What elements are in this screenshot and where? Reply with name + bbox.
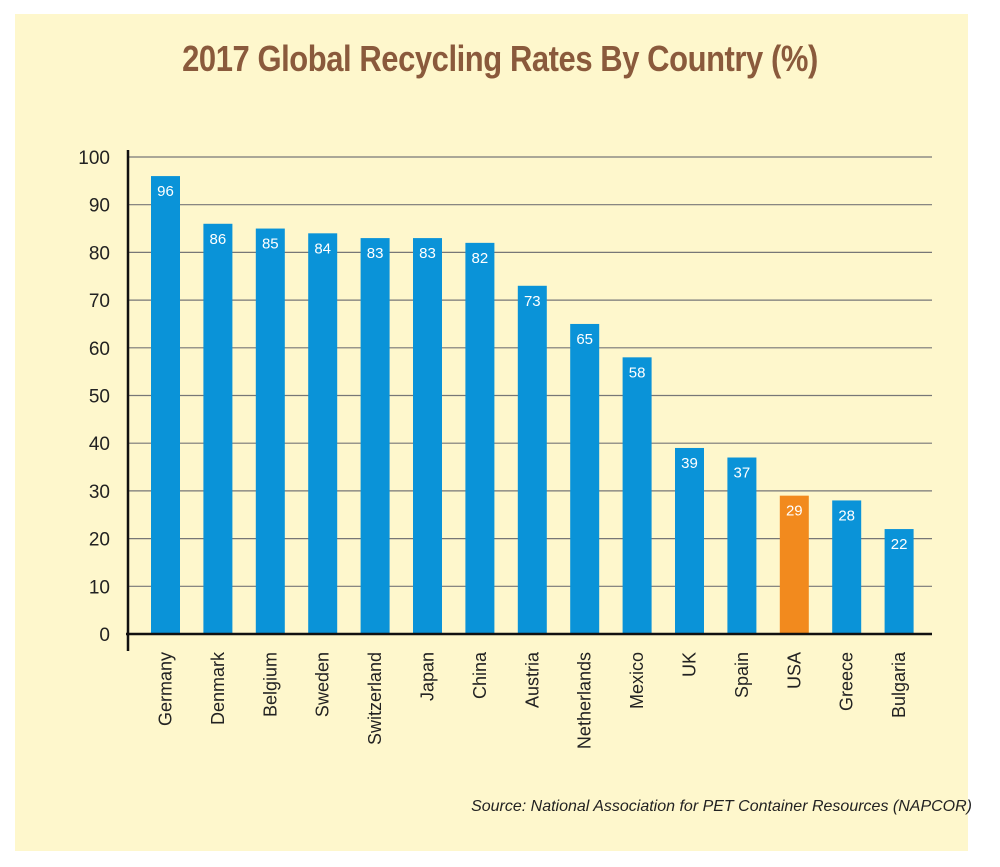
bar-value-label: 37 [734, 465, 751, 482]
bar-value-label: 96 [157, 183, 174, 200]
bar [779, 495, 809, 634]
bar-value-label: 65 [576, 331, 593, 348]
x-tick-label: Spain [732, 652, 752, 698]
y-tick-label: 100 [78, 148, 110, 169]
bar [675, 447, 704, 634]
y-tick-label: 10 [89, 577, 110, 598]
y-tick-label: 70 [89, 291, 110, 312]
bar-value-label: 85 [262, 236, 279, 253]
bar [413, 238, 442, 634]
y-tick-label: 20 [89, 530, 110, 551]
bar-value-label: 82 [472, 250, 489, 267]
y-tick-label: 40 [89, 434, 110, 455]
bar-value-label: 86 [210, 231, 227, 248]
bar-value-label: 73 [524, 293, 541, 310]
y-tick-label: 50 [89, 387, 110, 408]
bar [203, 223, 233, 634]
bar [151, 176, 180, 634]
bar [255, 228, 285, 635]
bar [727, 457, 757, 634]
x-tick-label: Belgium [260, 652, 280, 717]
bar [832, 500, 862, 634]
bar-value-label: 83 [367, 245, 384, 262]
x-tick-label: Denmark [208, 651, 228, 725]
bar [884, 529, 914, 634]
bar [360, 238, 390, 634]
bar-value-label: 83 [419, 245, 436, 262]
bar [465, 242, 495, 635]
x-tick-label: UK [680, 652, 700, 677]
y-tick-label: 60 [89, 339, 110, 360]
x-tick-label: Mexico [627, 652, 647, 709]
x-tick-label: Netherlands [575, 652, 595, 749]
bar [517, 285, 547, 634]
x-tick-label: Germany [156, 652, 176, 726]
y-tick-label: 0 [99, 625, 110, 646]
x-tick-label: Bulgaria [889, 651, 909, 718]
bar-value-label: 58 [629, 364, 646, 381]
x-tick-label: USA [784, 652, 804, 689]
source-note: Source: National Association for PET Con… [471, 798, 972, 815]
y-tick-label: 80 [89, 243, 110, 264]
chart-title: 2017 Global Recycling Rates By Country (… [182, 38, 818, 79]
bar-value-label: 84 [314, 240, 331, 257]
x-tick-label: China [470, 651, 490, 699]
x-tick-label: Austria [522, 651, 542, 708]
y-tick-label: 30 [89, 482, 110, 503]
bar [308, 233, 338, 634]
x-tick-label: Japan [418, 652, 438, 701]
bar [570, 323, 600, 634]
x-tick-label: Switzerland [365, 652, 385, 745]
bar-value-label: 39 [681, 455, 698, 472]
bar [622, 357, 652, 634]
x-tick-label: Greece [837, 652, 857, 711]
bar-value-label: 22 [891, 536, 908, 553]
bar-value-label: 28 [838, 507, 855, 524]
x-tick-label: Sweden [313, 652, 333, 717]
bar-value-label: 29 [786, 503, 803, 520]
y-tick-label: 90 [89, 196, 110, 217]
